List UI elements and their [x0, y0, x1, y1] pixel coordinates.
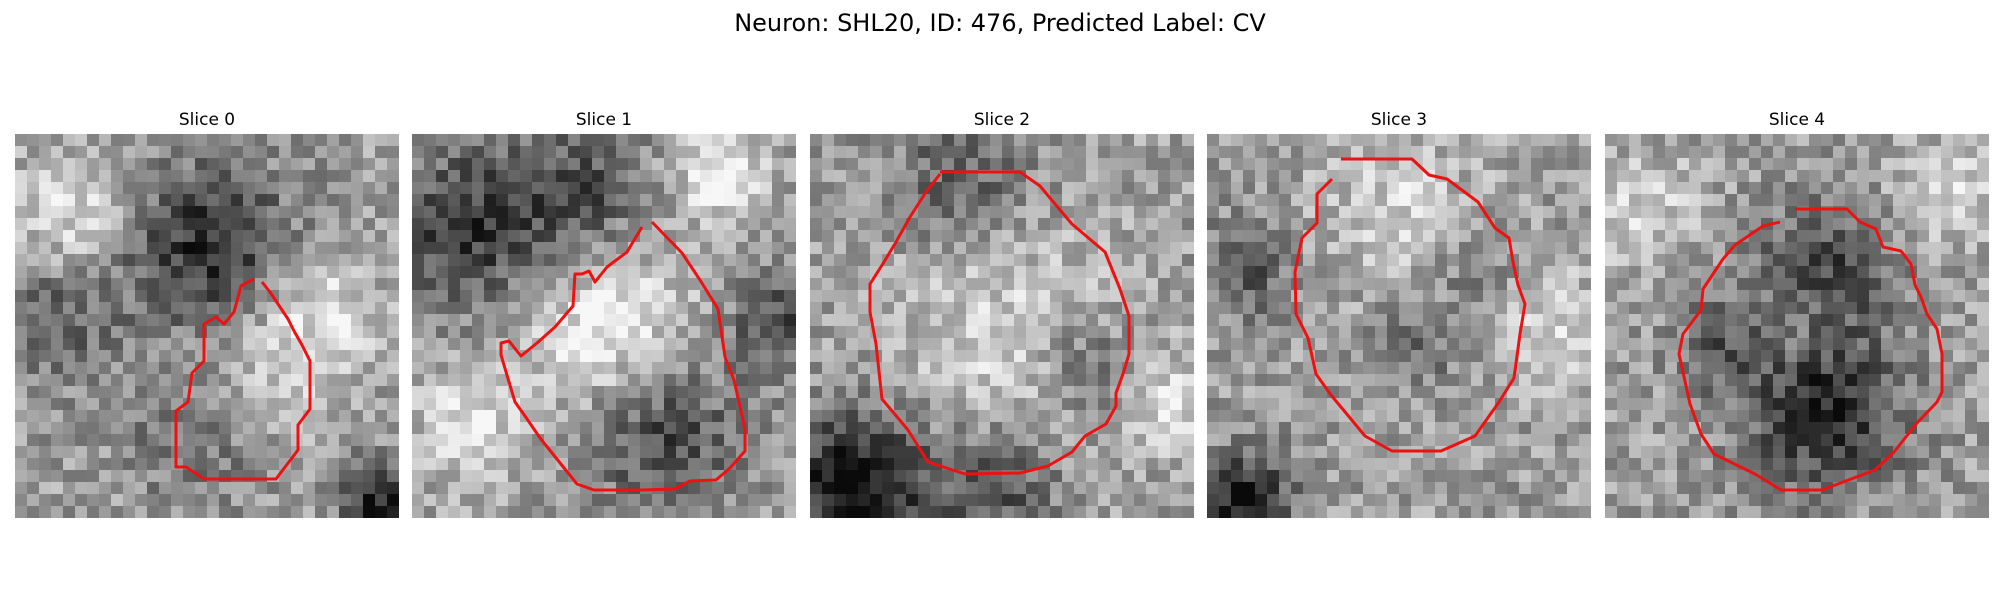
- slice-panel-3: Slice 3: [1207, 110, 1591, 520]
- slice-panel-2: Slice 2: [810, 110, 1194, 520]
- slice-image-2: [810, 134, 1194, 518]
- roi-contour: [174, 277, 312, 481]
- slice-image-1: [412, 134, 796, 518]
- roi-contour: [499, 220, 747, 492]
- slice-title: Slice 0: [178, 110, 236, 130]
- slice-title: Slice 1: [575, 110, 633, 130]
- slice-image-4: [1605, 134, 1989, 518]
- slice-image-3: [1207, 134, 1591, 518]
- slice-panel-4: Slice 4: [1605, 110, 1989, 520]
- roi-contour: [868, 170, 1131, 476]
- figure-title: Neuron: SHL20, ID: 476, Predicted Label:…: [734, 9, 1266, 37]
- slice-title: Slice 2: [973, 110, 1031, 130]
- roi-contour: [1677, 207, 1944, 492]
- roi-contour: [1293, 157, 1527, 453]
- slice-panel-0: Slice 0: [15, 110, 399, 520]
- slice-panel-1: Slice 1: [412, 110, 796, 520]
- slice-title: Slice 4: [1768, 110, 1826, 130]
- slice-title: Slice 3: [1370, 110, 1428, 130]
- slice-image-0: [15, 134, 399, 518]
